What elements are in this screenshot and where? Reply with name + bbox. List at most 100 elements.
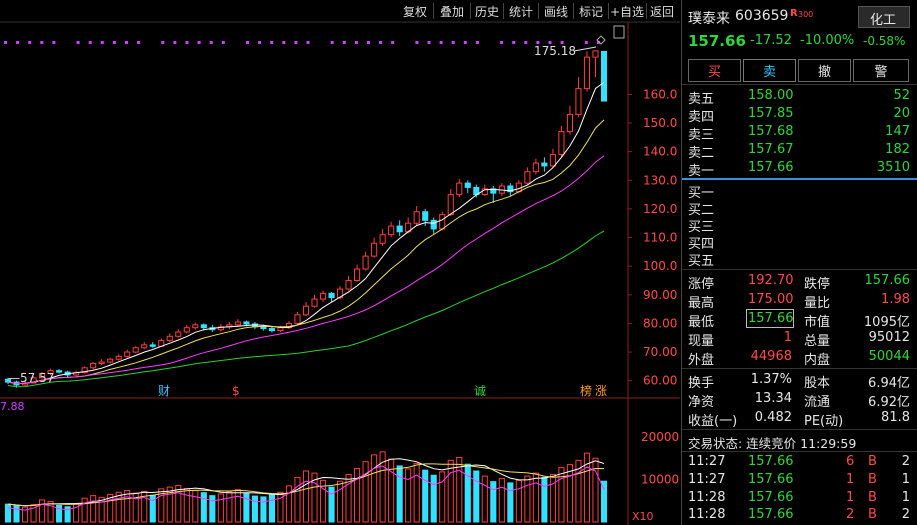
volume-bar: [141, 490, 148, 523]
overlay-button[interactable]: 叠加: [439, 4, 464, 19]
rzrq-badge: R: [790, 8, 798, 19]
stat-label: 股本: [804, 376, 831, 391]
marker-dot: [306, 41, 310, 44]
marker-dot: [439, 41, 443, 44]
tick-side: B: [868, 454, 877, 469]
ask-label: 卖五: [688, 92, 715, 107]
tick-qty: 2: [846, 507, 855, 522]
volume-bar: [39, 499, 46, 523]
quote-panel: 璞泰来 603659 R 300 化工 157.66 -17.52 -10.00…: [681, 0, 917, 525]
cancel-order-button[interactable]: 撤: [798, 59, 851, 82]
marker-dot: [463, 41, 467, 44]
ask-label: 卖四: [688, 110, 715, 125]
candle-body: [107, 358, 114, 363]
candle-body: [47, 370, 54, 375]
mark-button[interactable]: 标记: [578, 4, 603, 19]
low-value: 157.66: [746, 309, 794, 328]
candle-body: [30, 377, 37, 384]
statistics-button[interactable]: 统计: [508, 4, 533, 19]
volume-bar: [524, 475, 531, 523]
marker-dot: [209, 41, 213, 44]
ask-price[interactable]: 157.68: [748, 124, 794, 139]
price-tick-label: 80.00: [643, 316, 677, 330]
marker-dot: [52, 41, 56, 44]
volume-bar: [90, 495, 97, 523]
volume-bar: [439, 471, 446, 523]
volume-ma5-line: [7, 458, 605, 507]
ask-price[interactable]: 157.66: [748, 160, 794, 175]
tick-price: 157.66: [748, 507, 794, 522]
volume-bar: [200, 492, 207, 523]
volume-bar: [98, 496, 105, 523]
candle-body: [56, 370, 63, 373]
candle-body: [115, 355, 122, 360]
alert-button[interactable]: 警: [853, 59, 909, 82]
candle-body: [566, 113, 573, 133]
stat-label: 现量: [688, 334, 715, 349]
limit-up-value: 192.70: [748, 273, 794, 288]
volume-bar: [192, 490, 199, 523]
float-value: 6.92亿: [868, 395, 910, 410]
candle-body: [524, 171, 531, 184]
marker-dot: [125, 41, 128, 44]
event-marker: $: [232, 384, 240, 398]
stock-name: 璞泰来: [688, 11, 730, 27]
ask-label: 卖三: [688, 128, 715, 143]
ask-price[interactable]: 157.67: [748, 142, 794, 157]
draw-line-button[interactable]: 画线: [543, 4, 568, 19]
event-marker: 财: [158, 384, 170, 398]
history-button[interactable]: 历史: [474, 4, 499, 19]
marker-dot: [173, 41, 177, 44]
volume-bar: [405, 468, 412, 523]
volume-bar: [158, 488, 165, 523]
volume-bar: [234, 489, 241, 523]
event-marker: 涨: [595, 383, 607, 398]
volume-bar: [251, 495, 258, 523]
bid-label: 买五: [688, 254, 715, 269]
marker-dot: [512, 41, 516, 44]
candle-body: [549, 153, 556, 167]
volume-bar: [56, 504, 63, 523]
candle-body: [371, 242, 378, 257]
candle-body: [354, 268, 361, 281]
bid-label: 买四: [688, 237, 715, 252]
tick-price: 157.66: [748, 490, 794, 505]
candle-body: [90, 363, 97, 369]
candle-body: [175, 331, 182, 337]
price-tick-label: 130.0: [643, 173, 677, 187]
volume-bar: [566, 464, 573, 523]
volume-bar: [13, 505, 20, 523]
candle-body: [124, 351, 131, 357]
kline-chart[interactable]: 160.0 150.0 140.0 130.0 120.0 110.0 100.0 90.00…: [0, 0, 680, 525]
volume-bar: [328, 486, 335, 523]
tick-count: 1: [901, 490, 910, 505]
ask-label: 卖一: [688, 164, 715, 179]
tick-count: 1: [901, 472, 910, 487]
volume-bar: [549, 473, 556, 523]
volume-bar: [456, 456, 463, 523]
marker-dot: [112, 41, 116, 44]
candle-body: [490, 188, 497, 194]
trade-status: 交易状态: 连续竞价 11:29:59: [688, 436, 857, 451]
fuquan-button[interactable]: 复权: [402, 4, 427, 19]
volume-ratio-value: 1.98: [881, 292, 910, 307]
marker-dot: [427, 41, 431, 44]
volume-bar: [124, 490, 131, 523]
volume-tick-label: 10000: [641, 473, 679, 487]
ask-price[interactable]: 157.85: [748, 106, 794, 121]
sell-button[interactable]: 卖: [743, 59, 796, 82]
ask-price[interactable]: 158.00: [748, 88, 794, 103]
tick-count: 2: [901, 454, 910, 469]
sector-tag[interactable]: 化工: [858, 6, 910, 28]
add-watchlist-button[interactable]: +自选: [609, 4, 645, 19]
buy-button[interactable]: 买: [688, 59, 741, 82]
ma5-line: [7, 81, 605, 385]
volume-bar: [337, 480, 344, 523]
volume-bar: [473, 470, 480, 523]
marker-dot: [500, 41, 504, 44]
back-button[interactable]: 返回: [649, 4, 674, 19]
price-tick-label: 150.0: [643, 116, 677, 130]
stat-label: 量比: [804, 296, 831, 311]
volume-bar: [81, 497, 88, 523]
share-capital-value: 6.94亿: [868, 376, 910, 391]
